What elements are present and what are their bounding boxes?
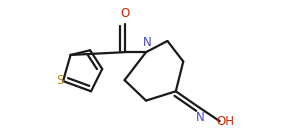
Text: O: O <box>120 7 129 21</box>
Text: OH: OH <box>217 115 234 128</box>
Text: N: N <box>142 36 151 49</box>
Text: N: N <box>196 111 205 124</box>
Text: S: S <box>56 74 64 87</box>
